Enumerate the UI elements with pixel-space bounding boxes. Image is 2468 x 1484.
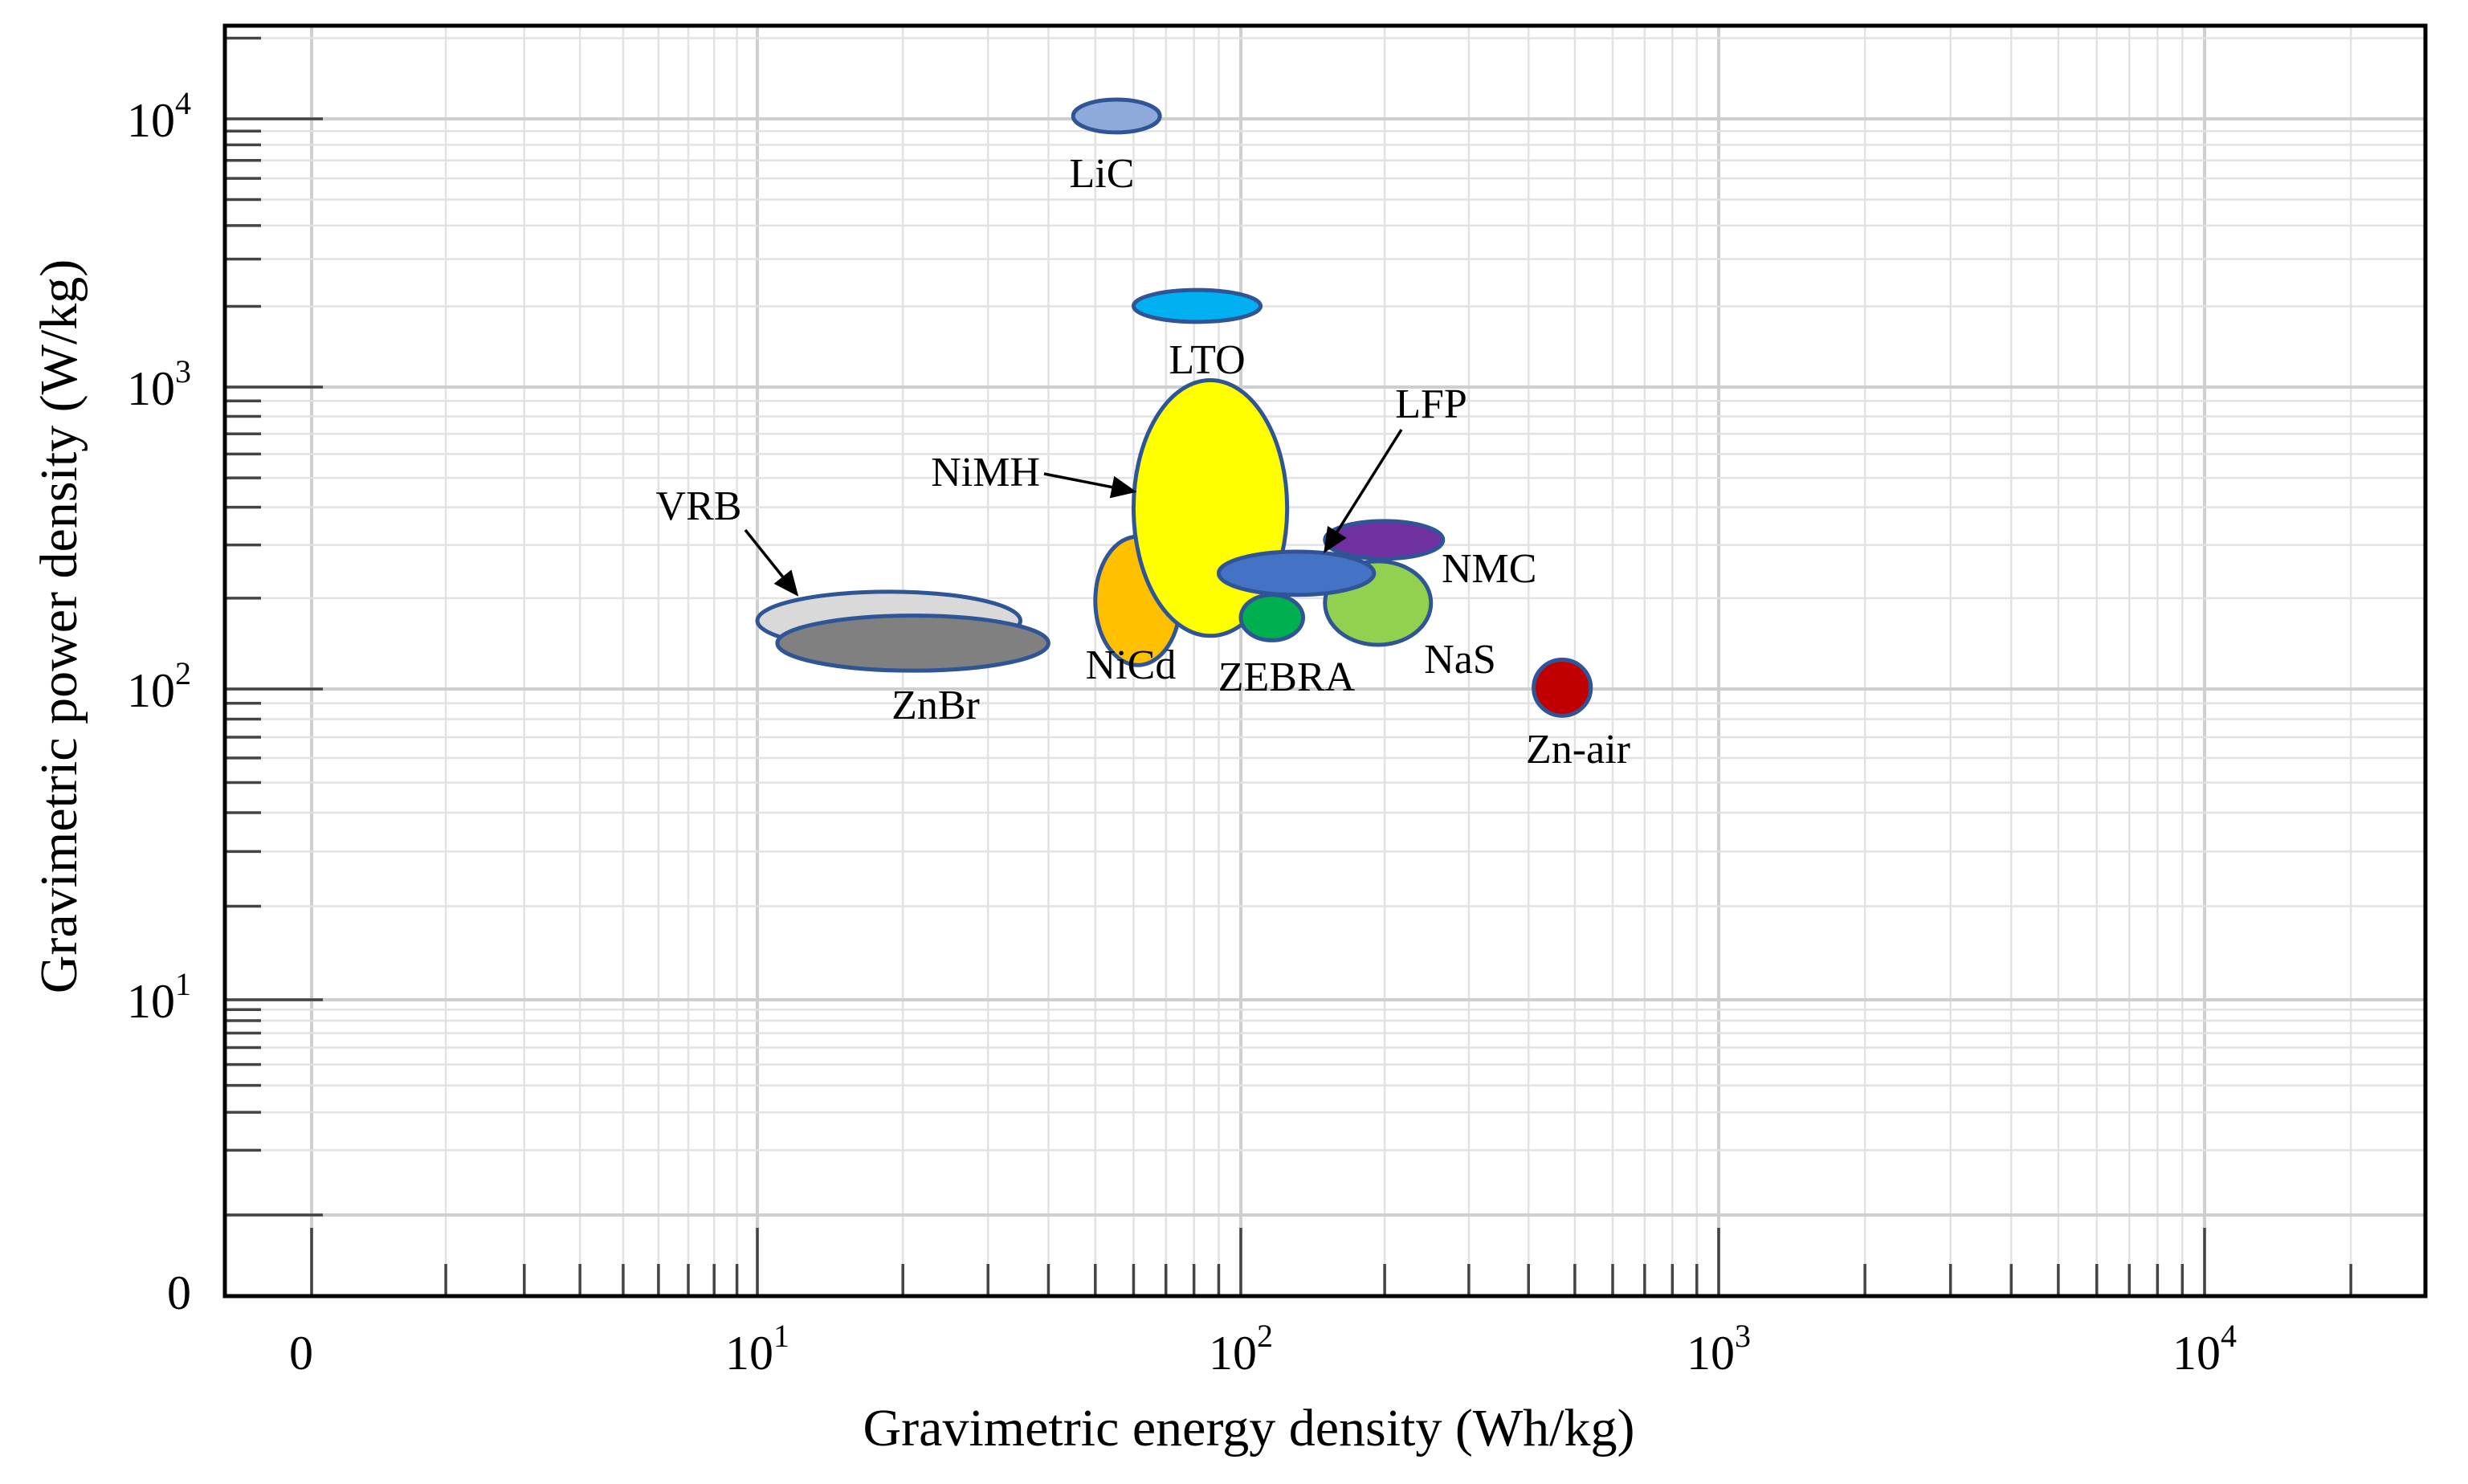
y-tick-label: 101 (127, 966, 191, 1028)
bubble-lfp (1216, 549, 1377, 597)
bubble-zebra (1238, 593, 1306, 642)
bubble-lic (1071, 97, 1162, 135)
bubble-label-nmc: NMC (1442, 546, 1536, 592)
y-tick-label: 103 (127, 353, 191, 415)
y-tick-label: 0 (167, 1266, 191, 1319)
bubbles (755, 97, 1593, 718)
arrow-lfp (1324, 429, 1403, 553)
x-axis-ticks: 0 101 102 103 104 (289, 1228, 2352, 1380)
bubble-label-lfp: LFP (1395, 381, 1467, 427)
y-tick-label: 104 (127, 85, 191, 147)
bubble-label-lto: LTO (1169, 337, 1245, 383)
x-tick-label: 104 (2172, 1318, 2237, 1380)
y-tick-label: 102 (127, 655, 191, 717)
x-tick-label: 0 (289, 1327, 313, 1380)
y-axis-ticks: 0 101 102 103 104 (127, 36, 323, 1319)
bubble-label-vrb: VRB (656, 483, 742, 529)
arrow-nimh (1043, 472, 1137, 499)
bubble-label-lic: LiC (1070, 151, 1135, 197)
x-tick-label: 103 (1687, 1318, 1751, 1380)
bubble-label-nas: NaS (1424, 637, 1496, 683)
x-axis-title: Gravimetric energy density (Wh/kg) (863, 1399, 1635, 1458)
bubble-znbr (775, 614, 1050, 673)
arrow-vrb (744, 528, 799, 597)
x-tick-label: 102 (1209, 1318, 1273, 1380)
arrows (744, 429, 1403, 597)
bubble-label-nicd: NiCd (1086, 642, 1177, 688)
bubble-labels: LiC LTO NiMH LFP NMC NiCd ZEBRA NaS VRB ZnBr Zn-ai… (656, 151, 1630, 773)
bubble-label-nimh: NiMH (931, 450, 1040, 495)
grid (225, 26, 2425, 1296)
bubble-lto (1131, 287, 1263, 324)
bubble-label-zn-air: Zn-air (1526, 727, 1630, 773)
bubble-zn-air (1532, 658, 1593, 718)
y-axis-title: Gravimetric power density (W/kg) (30, 259, 88, 994)
plot-frame (222, 23, 2428, 1298)
bubble-label-znbr: ZnBr (891, 683, 980, 728)
bubble-label-zebra: ZEBRA (1218, 654, 1356, 700)
bubble-nmc (1323, 519, 1446, 561)
x-tick-label: 101 (725, 1318, 789, 1380)
